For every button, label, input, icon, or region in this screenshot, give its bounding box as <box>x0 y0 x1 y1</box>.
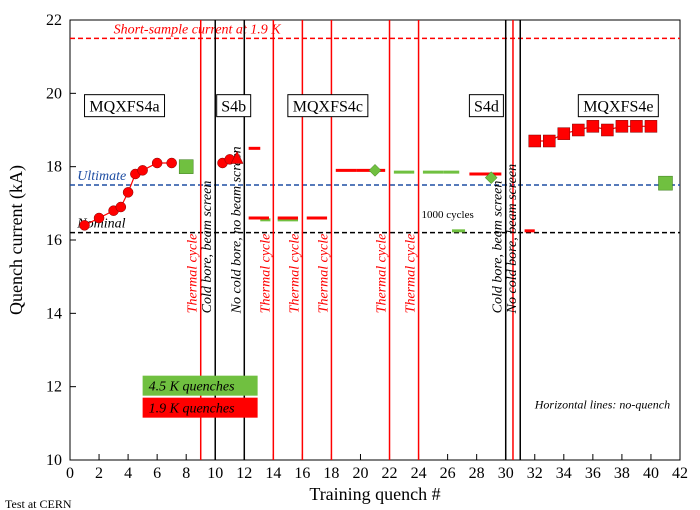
x-tick-label: 16 <box>294 465 310 482</box>
vline-label: Thermal cycle <box>404 234 419 314</box>
x-tick-label: 30 <box>498 465 514 482</box>
vline-label: Thermal cycle <box>375 234 390 314</box>
x-tick-label: 6 <box>153 465 161 482</box>
red-circle-marker <box>152 158 162 168</box>
y-tick-label: 14 <box>46 305 62 322</box>
y-axis-title: Quench current (kA) <box>6 165 27 315</box>
vline-label: Thermal cycle <box>186 234 201 314</box>
x-tick-label: 42 <box>672 465 688 482</box>
footer-note: Horizontal lines: no-quench <box>534 398 670 412</box>
hline-label: Ultimate <box>77 169 126 184</box>
vline-label: No cold bore, no beam screen <box>229 146 244 314</box>
red-square-marker <box>630 120 642 132</box>
vline-label: Thermal cycle <box>258 234 273 314</box>
y-tick-label: 20 <box>46 85 62 102</box>
y-tick-label: 10 <box>46 452 62 469</box>
chart-svg: 0246810121416182022242628303234363840421… <box>0 0 700 510</box>
bottom-note: Test at CERN <box>5 497 72 510</box>
vline-label: Cold bore, beam screen <box>200 181 215 314</box>
x-tick-label: 26 <box>440 465 456 482</box>
green-diamond-marker <box>369 164 381 176</box>
y-tick-label: 12 <box>46 379 62 396</box>
vline-label: No cold bore, beam screen <box>505 164 520 314</box>
y-tick-label: 18 <box>46 159 62 176</box>
red-circle-marker <box>167 158 177 168</box>
hline-label: Short-sample current at 1.9 K <box>114 22 282 37</box>
x-tick-label: 18 <box>323 465 339 482</box>
legend-label: 1.9 K quenches <box>149 402 235 417</box>
x-tick-label: 38 <box>614 465 630 482</box>
section-label: MQXFS4a <box>89 99 159 116</box>
vline-label: Thermal cycle <box>316 234 331 314</box>
green-square-marker <box>179 160 193 174</box>
red-square-marker <box>558 128 570 140</box>
red-square-marker <box>616 120 628 132</box>
x-tick-label: 40 <box>643 465 659 482</box>
x-tick-label: 20 <box>352 465 368 482</box>
x-tick-label: 8 <box>182 465 190 482</box>
red-circle-marker <box>94 213 104 223</box>
x-tick-label: 10 <box>207 465 223 482</box>
vline-label: Thermal cycle <box>287 234 302 314</box>
x-tick-label: 32 <box>527 465 543 482</box>
x-tick-label: 36 <box>585 465 601 482</box>
x-axis-title: Training quench # <box>309 484 440 504</box>
y-tick-label: 16 <box>46 232 62 249</box>
red-square-marker <box>601 124 613 136</box>
red-square-marker <box>543 135 555 147</box>
red-square-marker <box>587 120 599 132</box>
x-tick-label: 2 <box>95 465 103 482</box>
section-label: S4b <box>221 99 246 116</box>
cycles-note: 1000 cycles <box>422 209 474 221</box>
red-circle-marker <box>116 202 126 212</box>
section-label: MQXFS4e <box>583 99 653 116</box>
legend-label: 4.5 K quenches <box>149 380 235 395</box>
y-tick-label: 22 <box>46 12 62 29</box>
section-label: MQXFS4c <box>293 99 363 116</box>
x-tick-label: 12 <box>236 465 252 482</box>
red-circle-marker <box>138 165 148 175</box>
x-tick-label: 34 <box>556 465 572 482</box>
chart-container: 0246810121416182022242628303234363840421… <box>0 0 700 510</box>
red-circle-marker <box>123 187 133 197</box>
section-label: S4d <box>474 99 499 116</box>
vline-label: Cold bore, beam screen <box>491 181 506 314</box>
x-tick-label: 28 <box>469 465 485 482</box>
x-tick-label: 14 <box>265 465 281 482</box>
red-square-marker <box>529 135 541 147</box>
red-square-marker <box>645 120 657 132</box>
x-tick-label: 4 <box>124 465 132 482</box>
x-tick-label: 24 <box>411 465 427 482</box>
x-tick-label: 0 <box>66 465 74 482</box>
red-circle-marker <box>80 220 90 230</box>
red-square-marker <box>572 124 584 136</box>
x-tick-label: 22 <box>382 465 398 482</box>
green-square-marker <box>658 176 672 190</box>
